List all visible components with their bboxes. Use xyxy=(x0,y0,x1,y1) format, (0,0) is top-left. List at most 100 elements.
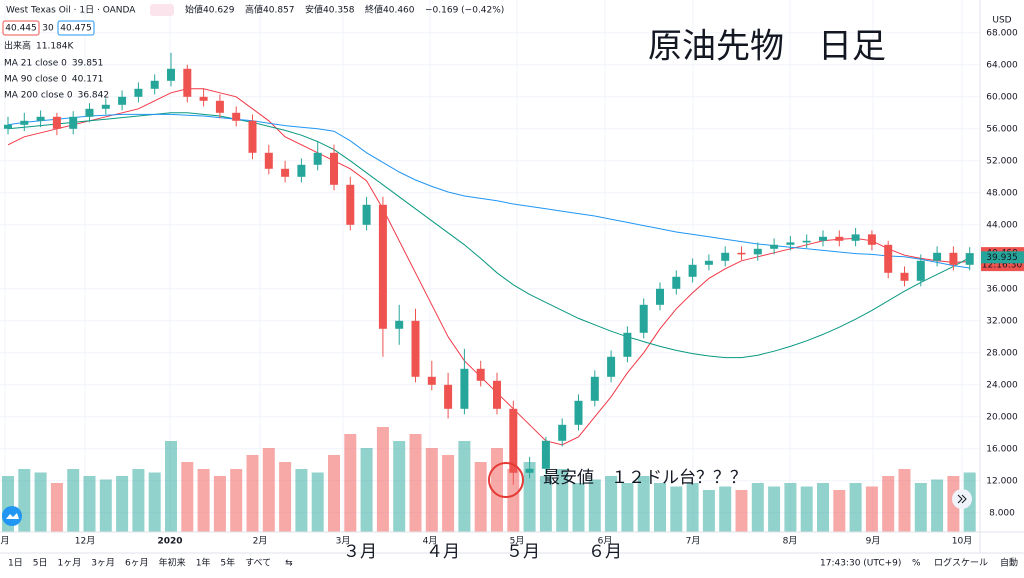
range-button[interactable]: すべて xyxy=(245,558,271,569)
candle-body xyxy=(101,104,110,109)
volume-bar xyxy=(849,483,862,532)
candle-body xyxy=(590,376,599,401)
ma-legend-value: 36.842 xyxy=(78,91,110,101)
range-button[interactable]: 3ヶ月 xyxy=(91,558,115,569)
x-tick-label: 8月 xyxy=(783,536,798,547)
currency: USD xyxy=(992,16,1011,26)
ohlc-low: 安値40.358 xyxy=(305,4,355,16)
ma-legend-value: 40.171 xyxy=(72,75,104,85)
candle-body xyxy=(330,152,338,185)
symbol: West Texas Oil · 1日 · OANDA xyxy=(6,5,136,16)
price-tag-label: 39.935 xyxy=(986,253,1018,263)
candle-body xyxy=(672,276,681,289)
candle-body xyxy=(493,380,501,409)
candle-body xyxy=(215,100,224,113)
candle-body xyxy=(949,252,958,265)
candle-body xyxy=(721,252,730,261)
countdown: 12:16:30 xyxy=(982,261,1023,271)
candle-body xyxy=(199,96,208,101)
candle-body xyxy=(688,264,697,277)
y-tick-label: 36.000 xyxy=(986,284,1018,294)
candle-body xyxy=(704,260,713,265)
volume-bar xyxy=(637,476,650,532)
ma-line xyxy=(7,113,970,269)
range-button[interactable]: 年初来 xyxy=(159,557,186,569)
range-button[interactable]: 1ヶ月 xyxy=(57,558,81,569)
range-button[interactable]: 6ヶ月 xyxy=(125,558,149,569)
candle-body xyxy=(786,242,795,245)
volume-bar xyxy=(132,469,145,532)
candle-body xyxy=(884,244,893,273)
volume-bar xyxy=(393,441,406,532)
ohlc-high: 高値40.857 xyxy=(245,4,295,16)
volume-bar xyxy=(376,427,389,532)
volume-bar xyxy=(99,479,112,532)
ma-legend: MA 90 close 0 xyxy=(4,75,67,85)
candle-body xyxy=(639,304,648,333)
buy-price: 40.475 xyxy=(60,24,92,34)
candle-body xyxy=(297,164,306,177)
candle-body xyxy=(378,204,387,329)
auto-toggle[interactable]: 自動 xyxy=(1000,557,1018,569)
volume-bar xyxy=(328,455,340,532)
spread: 30 xyxy=(42,24,54,34)
volume-legend: 出来高 xyxy=(4,40,31,52)
candle-body xyxy=(802,240,811,243)
volume-bar xyxy=(882,476,895,532)
candle-body xyxy=(851,234,860,241)
candle-body xyxy=(183,68,192,97)
candle-body xyxy=(427,376,436,385)
candle-body xyxy=(150,80,159,89)
volume-bar xyxy=(474,462,487,532)
range-button[interactable]: 1年 xyxy=(196,557,211,569)
annotation-title: 原油先物 日足 xyxy=(648,27,886,67)
sell-box[interactable] xyxy=(2,20,40,36)
volume-bar xyxy=(539,476,552,532)
volume-bar xyxy=(311,472,324,532)
y-tick-label: 8.000 xyxy=(989,508,1015,518)
symbol-badge xyxy=(150,4,174,16)
volume-bar xyxy=(165,441,177,532)
volume-bar xyxy=(148,472,161,532)
buy-box[interactable] xyxy=(57,20,95,36)
candle-body xyxy=(281,168,290,177)
candle-body xyxy=(900,272,909,281)
x-tick-label: 9月 xyxy=(866,536,881,547)
range-button[interactable]: 5日 xyxy=(33,558,48,569)
log-toggle[interactable]: ログスケール xyxy=(934,557,988,569)
volume-bar xyxy=(523,462,536,532)
volume-bar xyxy=(425,448,438,532)
volume-bar xyxy=(409,434,422,532)
x-tick-label: 12月 xyxy=(75,536,95,547)
range-button[interactable]: 5年 xyxy=(220,557,235,569)
scroll-icon xyxy=(957,494,967,504)
candle-body xyxy=(753,248,762,255)
y-tick-label: 52.000 xyxy=(986,156,1018,166)
candle-body xyxy=(395,320,404,329)
logo-mark xyxy=(6,513,19,519)
candle-body xyxy=(118,96,127,105)
x-tick-label: 5月 xyxy=(510,536,525,547)
percent-toggle[interactable]: % xyxy=(912,559,921,569)
volume-bar xyxy=(50,483,63,532)
annotation-month: ５月 xyxy=(506,542,540,562)
candle-body xyxy=(362,204,371,225)
ma-line xyxy=(7,112,970,359)
candle-body xyxy=(916,260,925,281)
candle-body xyxy=(20,120,29,125)
candle-body xyxy=(819,236,827,241)
y-tick-label: 68.000 xyxy=(986,28,1018,38)
y-tick-label: 64.000 xyxy=(986,60,1018,70)
clock[interactable]: 17:43:30 (UTC+9) xyxy=(820,559,901,569)
candle-body xyxy=(69,116,78,129)
timezone-icon: ⇆ xyxy=(285,559,293,569)
candle-body xyxy=(313,152,322,165)
range-button[interactable]: 1日 xyxy=(8,558,23,569)
volume-bar xyxy=(621,483,634,532)
y-tick-label: 12.000 xyxy=(986,476,1018,486)
volume-bar xyxy=(751,483,764,532)
volume-bar xyxy=(18,469,31,532)
volume-bar xyxy=(719,486,732,532)
candle-body xyxy=(52,116,61,129)
y-tick-label: 24.000 xyxy=(986,380,1018,390)
